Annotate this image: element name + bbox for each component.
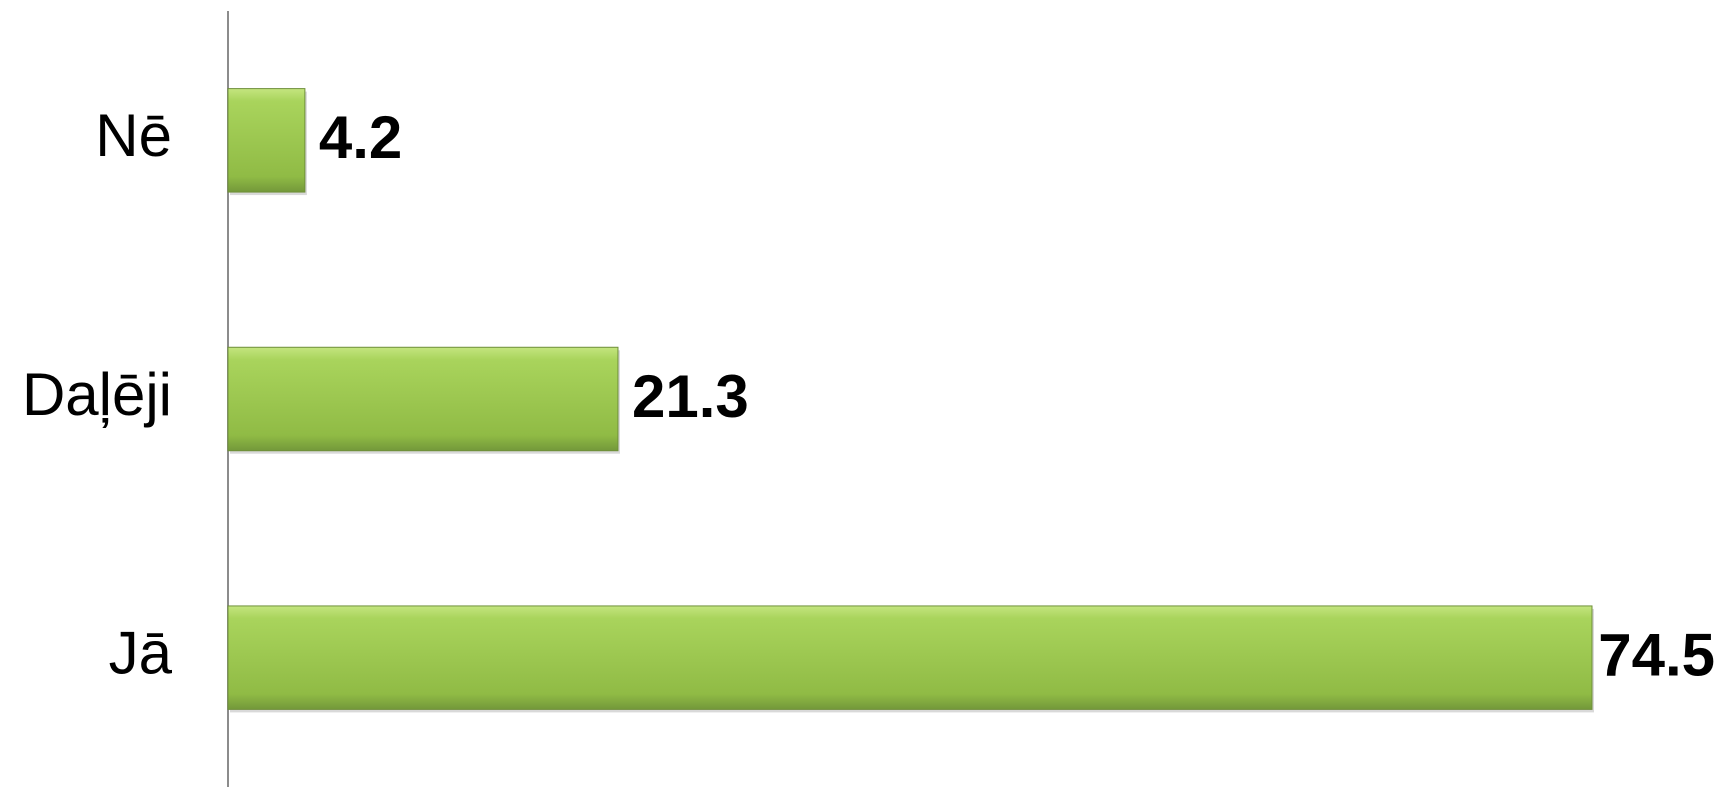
bar — [227, 605, 1593, 710]
value-label: 21.3 — [632, 363, 749, 430]
bar — [227, 346, 619, 452]
value-label: 4.2 — [319, 104, 402, 171]
bar — [227, 88, 306, 193]
value-label: 74.5 — [1598, 622, 1715, 689]
category-label: Nē — [95, 102, 172, 169]
category-label: Jā — [109, 620, 173, 687]
category-label: Daļēji — [22, 361, 172, 428]
